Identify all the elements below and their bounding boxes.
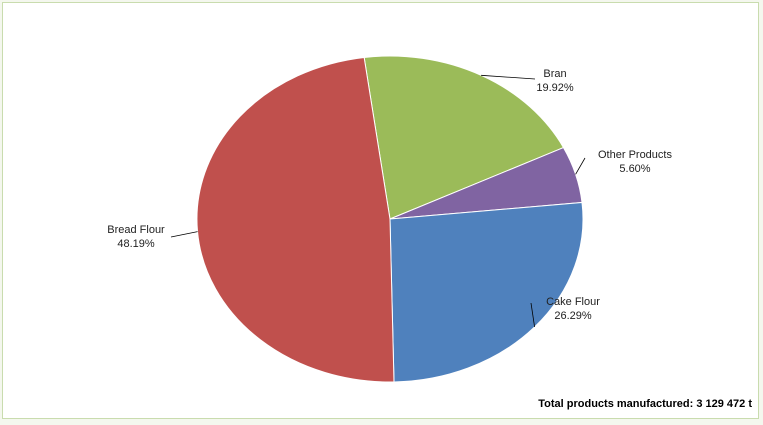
pie-slice-bread-flour	[196, 56, 395, 383]
leader-line-bran	[481, 74, 536, 80]
slice-percent-cake-flour: 26.29%	[554, 310, 592, 322]
slice-label-bread-flour: Bread Flour	[107, 224, 165, 236]
leader-line-bread-flour	[170, 231, 198, 238]
chart-frame: Bran 19.92% Other Products 5.60% Cake Flour 2…	[2, 2, 759, 419]
pie-chart: Bran 19.92% Other Products 5.60% Cake Flour 2…	[107, 55, 672, 383]
leader-line-other-products	[575, 157, 586, 175]
total-products-label: Total products manufactured: 3 129 472 t	[538, 398, 752, 410]
slice-label-other-products: Other Products	[598, 149, 672, 161]
slice-label-cake-flour: Cake Flour	[546, 296, 600, 308]
slice-percent-other-products: 5.60%	[619, 163, 650, 175]
leader-line-cake-flour	[530, 302, 535, 328]
slice-percent-bread-flour: 48.19%	[117, 238, 155, 250]
pie-slice-cake-flour	[389, 201, 584, 383]
slice-percent-bran: 19.92%	[536, 82, 574, 94]
slice-label-bran: Bran	[543, 68, 566, 80]
pie-slice-bran	[363, 55, 565, 220]
